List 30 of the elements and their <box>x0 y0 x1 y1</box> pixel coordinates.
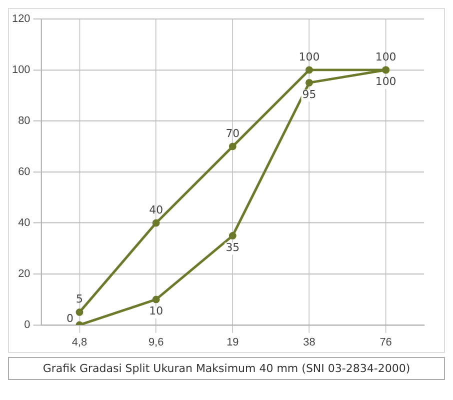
y-tick-label: 100 <box>12 64 30 76</box>
y-tick-label: 0 <box>24 318 30 331</box>
x-tick-label: 9,6 <box>148 336 164 348</box>
y-tick-label: 40 <box>18 216 30 229</box>
point <box>152 296 160 304</box>
data-label: 5 <box>76 292 83 306</box>
point <box>228 232 236 240</box>
x-tick-label: 19 <box>226 336 239 348</box>
data-label: 100 <box>375 75 396 88</box>
data-label: 0 <box>66 312 74 325</box>
y-tick-label: 20 <box>18 268 30 280</box>
data-label: 40 <box>149 203 164 216</box>
data-label: 35 <box>226 240 240 254</box>
data-label: 10 <box>149 304 164 318</box>
data-label: 100 <box>375 50 396 64</box>
text: Grafik Gradasi Split Ukuran Maksimum 40 mm (SNI 03-2834-2000) <box>8 357 445 380</box>
data-label: 70 <box>226 126 240 140</box>
point <box>305 78 313 86</box>
x-tick-label: 4,8 <box>72 336 88 348</box>
data-label: 100 <box>298 50 320 64</box>
y-tick-label: 60 <box>18 166 30 178</box>
x-tick-label: 76 <box>380 336 392 348</box>
data-label: 95 <box>302 88 316 101</box>
point <box>228 142 236 150</box>
x-tick-label: 38 <box>303 336 316 348</box>
y-tick-label: 80 <box>18 114 30 127</box>
y-tick-label: 120 <box>12 12 30 25</box>
point <box>305 66 313 74</box>
point <box>76 308 84 316</box>
point <box>152 219 160 227</box>
